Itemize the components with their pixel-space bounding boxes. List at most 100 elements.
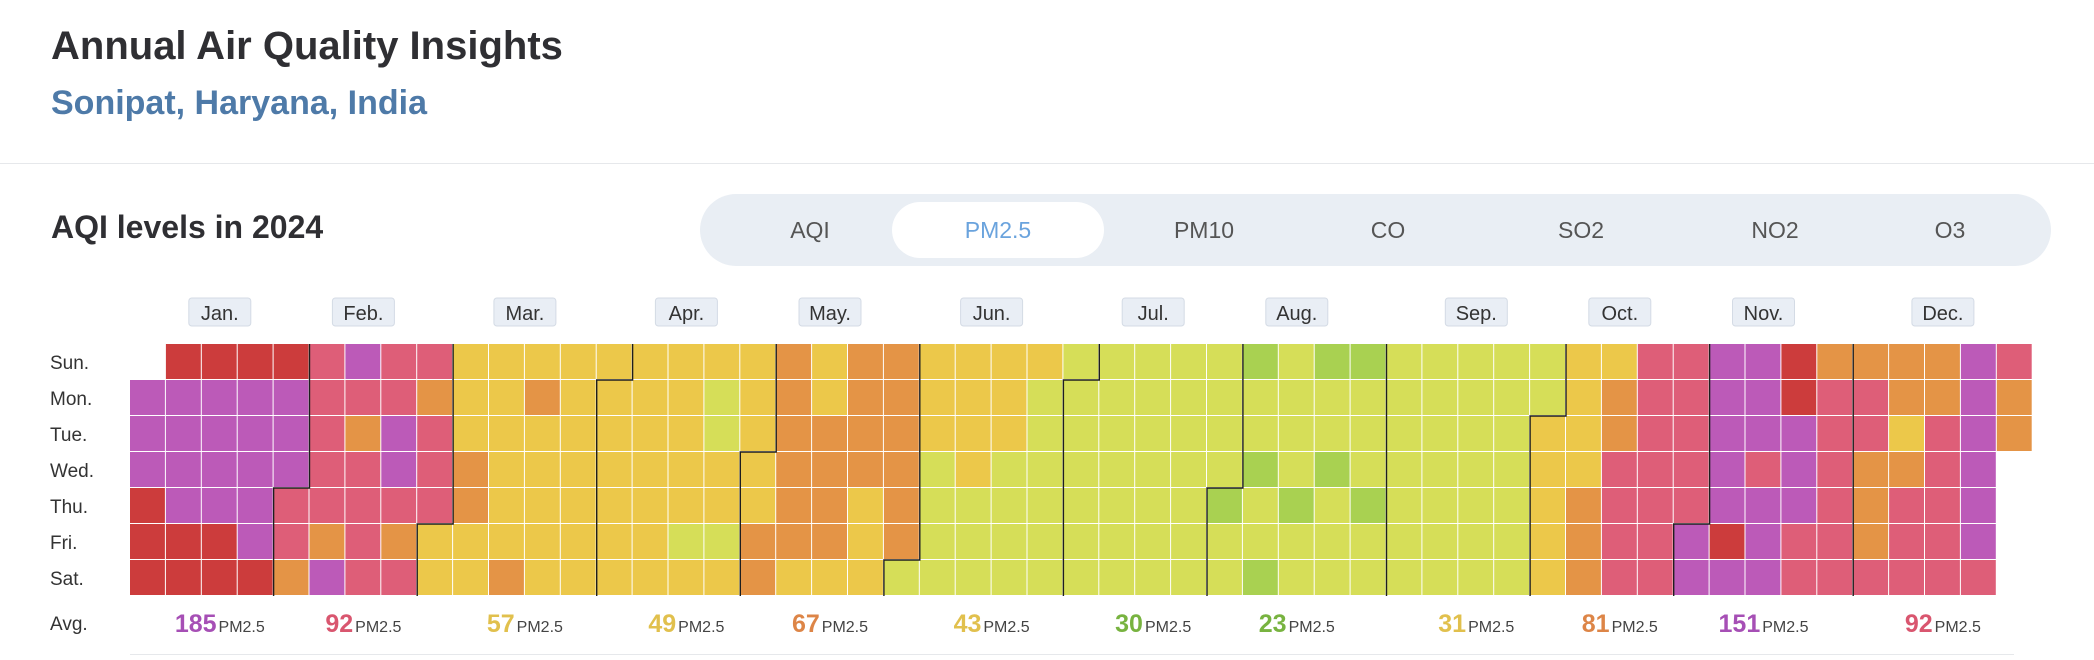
tab-aqi[interactable]: AQI — [790, 217, 830, 243]
day-cell[interactable] — [1745, 380, 1781, 415]
day-cell[interactable] — [165, 380, 201, 415]
day-cell[interactable] — [1889, 560, 1924, 595]
day-cell[interactable] — [273, 380, 309, 415]
day-cell[interactable] — [919, 344, 955, 379]
day-cell[interactable] — [165, 524, 201, 559]
day-cell[interactable] — [273, 416, 309, 451]
day-cell[interactable] — [632, 560, 668, 595]
day-cell[interactable] — [560, 488, 596, 523]
day-cell[interactable] — [955, 416, 991, 451]
day-cell[interactable] — [1494, 452, 1530, 487]
day-cell[interactable] — [1278, 488, 1314, 523]
day-cell[interactable] — [1996, 416, 2032, 451]
day-cell[interactable] — [1853, 560, 1889, 595]
day-cell[interactable] — [381, 488, 417, 523]
day-cell[interactable] — [1422, 488, 1458, 523]
day-cell[interactable] — [955, 380, 991, 415]
day-cell[interactable] — [201, 344, 237, 379]
day-cell[interactable] — [201, 416, 237, 451]
day-cell[interactable] — [812, 524, 847, 559]
day-cell[interactable] — [130, 560, 165, 595]
day-cell[interactable] — [991, 560, 1027, 595]
day-cell[interactable] — [1853, 380, 1889, 415]
day-cell[interactable] — [1135, 488, 1171, 523]
day-cell[interactable] — [1817, 488, 1853, 523]
day-cell[interactable] — [1853, 488, 1889, 523]
day-cell[interactable] — [812, 488, 847, 523]
day-cell[interactable] — [991, 344, 1027, 379]
day-cell[interactable] — [453, 380, 488, 415]
day-cell[interactable] — [740, 524, 776, 559]
day-cell[interactable] — [1601, 560, 1637, 595]
day-cell[interactable] — [1925, 380, 1960, 415]
day-cell[interactable] — [848, 524, 883, 559]
day-cell[interactable] — [632, 452, 668, 487]
day-cell[interactable] — [704, 452, 740, 487]
day-cell[interactable] — [1027, 524, 1063, 559]
day-cell[interactable] — [632, 524, 668, 559]
day-cell[interactable] — [560, 416, 596, 451]
day-cell[interactable] — [1566, 416, 1601, 451]
day-cell[interactable] — [1207, 380, 1242, 415]
day-cell[interactable] — [1063, 380, 1099, 415]
day-cell[interactable] — [1314, 560, 1350, 595]
day-cell[interactable] — [919, 524, 955, 559]
day-cell[interactable] — [1242, 344, 1278, 379]
day-cell[interactable] — [1925, 524, 1960, 559]
day-cell[interactable] — [1494, 344, 1530, 379]
day-cell[interactable] — [345, 416, 381, 451]
day-cell[interactable] — [453, 416, 488, 451]
day-cell[interactable] — [1817, 560, 1853, 595]
day-cell[interactable] — [1709, 344, 1745, 379]
day-cell[interactable] — [1817, 380, 1853, 415]
day-cell[interactable] — [1566, 524, 1601, 559]
day-cell[interactable] — [1350, 524, 1386, 559]
day-cell[interactable] — [417, 452, 453, 487]
day-cell[interactable] — [1637, 452, 1673, 487]
day-cell[interactable] — [1207, 560, 1242, 595]
day-cell[interactable] — [1566, 380, 1601, 415]
day-cell[interactable] — [524, 416, 560, 451]
day-cell[interactable] — [1171, 452, 1206, 487]
day-cell[interactable] — [1817, 416, 1853, 451]
day-cell[interactable] — [1386, 380, 1422, 415]
day-cell[interactable] — [1099, 488, 1135, 523]
day-cell[interactable] — [668, 344, 704, 379]
day-cell[interactable] — [1135, 452, 1171, 487]
day-cell[interactable] — [1171, 380, 1206, 415]
day-cell[interactable] — [1925, 416, 1960, 451]
day-cell[interactable] — [1458, 560, 1494, 595]
day-cell[interactable] — [130, 380, 165, 415]
tab-co[interactable]: CO — [1370, 217, 1406, 243]
day-cell[interactable] — [1996, 344, 2032, 379]
day-cell[interactable] — [381, 380, 417, 415]
day-cell[interactable] — [1350, 344, 1386, 379]
day-cell[interactable] — [883, 488, 919, 523]
day-cell[interactable] — [1781, 488, 1817, 523]
day-cell[interactable] — [345, 524, 381, 559]
day-cell[interactable] — [883, 380, 919, 415]
day-cell[interactable] — [489, 344, 524, 379]
day-cell[interactable] — [668, 416, 704, 451]
day-cell[interactable] — [1135, 344, 1171, 379]
day-cell[interactable] — [883, 560, 919, 595]
day-cell[interactable] — [1242, 560, 1278, 595]
day-cell[interactable] — [1458, 524, 1494, 559]
day-cell[interactable] — [1925, 560, 1960, 595]
day-cell[interactable] — [919, 416, 955, 451]
day-cell[interactable] — [1709, 488, 1745, 523]
day-cell[interactable] — [1278, 524, 1314, 559]
day-cell[interactable] — [883, 452, 919, 487]
day-cell[interactable] — [1709, 524, 1745, 559]
tab-so2[interactable]: SO2 — [1557, 217, 1605, 243]
day-cell[interactable] — [1027, 416, 1063, 451]
day-cell[interactable] — [1350, 560, 1386, 595]
day-cell[interactable] — [1135, 380, 1171, 415]
day-cell[interactable] — [1889, 416, 1924, 451]
day-cell[interactable] — [812, 416, 847, 451]
day-cell[interactable] — [417, 488, 453, 523]
day-cell[interactable] — [1099, 380, 1135, 415]
day-cell[interactable] — [1207, 416, 1242, 451]
day-cell[interactable] — [1601, 488, 1637, 523]
day-cell[interactable] — [309, 344, 345, 379]
